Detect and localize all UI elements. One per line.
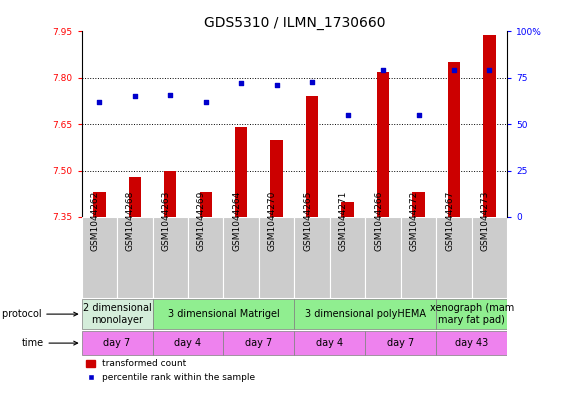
Bar (436, 299, 507, 329)
Text: 3 dimensional Matrigel: 3 dimensional Matrigel (167, 309, 279, 319)
Text: time: time (22, 338, 78, 348)
Bar (294, 299, 436, 329)
Bar (223, 217, 259, 298)
Bar (294, 217, 330, 298)
Text: day 4: day 4 (317, 338, 343, 348)
Point (201, 99, 210, 105)
Text: GSM1044273: GSM1044273 (480, 191, 490, 251)
Title: GDS5310 / ILMN_1730660: GDS5310 / ILMN_1730660 (203, 17, 385, 30)
Bar (342, 202, 354, 217)
Bar (306, 96, 318, 217)
Bar (377, 72, 389, 217)
Point (343, 112, 352, 118)
Bar (117, 217, 153, 298)
Bar (271, 140, 283, 217)
Point (237, 80, 246, 86)
Bar (483, 35, 496, 217)
Bar (259, 217, 294, 298)
Point (130, 93, 139, 99)
Bar (82, 299, 153, 329)
Bar (82, 217, 117, 298)
Bar (153, 217, 188, 298)
Bar (223, 331, 294, 355)
Text: day 7: day 7 (103, 338, 131, 348)
Bar (436, 331, 507, 355)
Text: GSM1044269: GSM1044269 (196, 191, 206, 251)
Bar (412, 192, 425, 217)
Bar (82, 331, 153, 355)
Bar (93, 192, 106, 217)
Point (449, 67, 459, 73)
Bar (164, 171, 177, 217)
Text: GSM1044271: GSM1044271 (339, 191, 347, 251)
Bar (366, 217, 401, 298)
Point (414, 112, 423, 118)
Bar (448, 62, 460, 217)
Bar (199, 192, 212, 217)
Point (485, 67, 494, 73)
Legend: transformed count, percentile rank within the sample: transformed count, percentile rank withi… (86, 359, 255, 382)
Text: GSM1044265: GSM1044265 (303, 191, 312, 251)
Text: day 7: day 7 (245, 338, 273, 348)
Bar (436, 217, 472, 298)
Text: day 43: day 43 (455, 338, 489, 348)
Bar (129, 177, 141, 217)
Point (378, 67, 388, 73)
Bar (153, 299, 294, 329)
Bar (235, 127, 247, 217)
Text: GSM1044272: GSM1044272 (409, 191, 419, 251)
Text: GSM1044262: GSM1044262 (90, 191, 99, 251)
Bar (330, 217, 366, 298)
Text: GSM1044264: GSM1044264 (232, 191, 241, 251)
Point (307, 78, 317, 84)
Bar (401, 217, 436, 298)
Text: GSM1044267: GSM1044267 (445, 191, 454, 251)
Bar (294, 331, 366, 355)
Bar (366, 331, 436, 355)
Text: day 4: day 4 (174, 338, 202, 348)
Bar (153, 331, 223, 355)
Text: GSM1044266: GSM1044266 (374, 191, 383, 251)
Bar (472, 217, 507, 298)
Text: 2 dimensional
monolayer: 2 dimensional monolayer (83, 303, 152, 325)
Text: GSM1044263: GSM1044263 (161, 191, 170, 251)
Point (272, 82, 282, 88)
Point (94, 99, 104, 105)
Text: day 7: day 7 (387, 338, 415, 348)
Bar (188, 217, 223, 298)
Text: GSM1044270: GSM1044270 (268, 191, 277, 251)
Text: 3 dimensional polyHEMA: 3 dimensional polyHEMA (305, 309, 426, 319)
Text: GSM1044268: GSM1044268 (126, 191, 135, 251)
Text: growth protocol: growth protocol (0, 309, 78, 319)
Text: xenograph (mam
mary fat pad): xenograph (mam mary fat pad) (430, 303, 514, 325)
Point (166, 92, 175, 98)
